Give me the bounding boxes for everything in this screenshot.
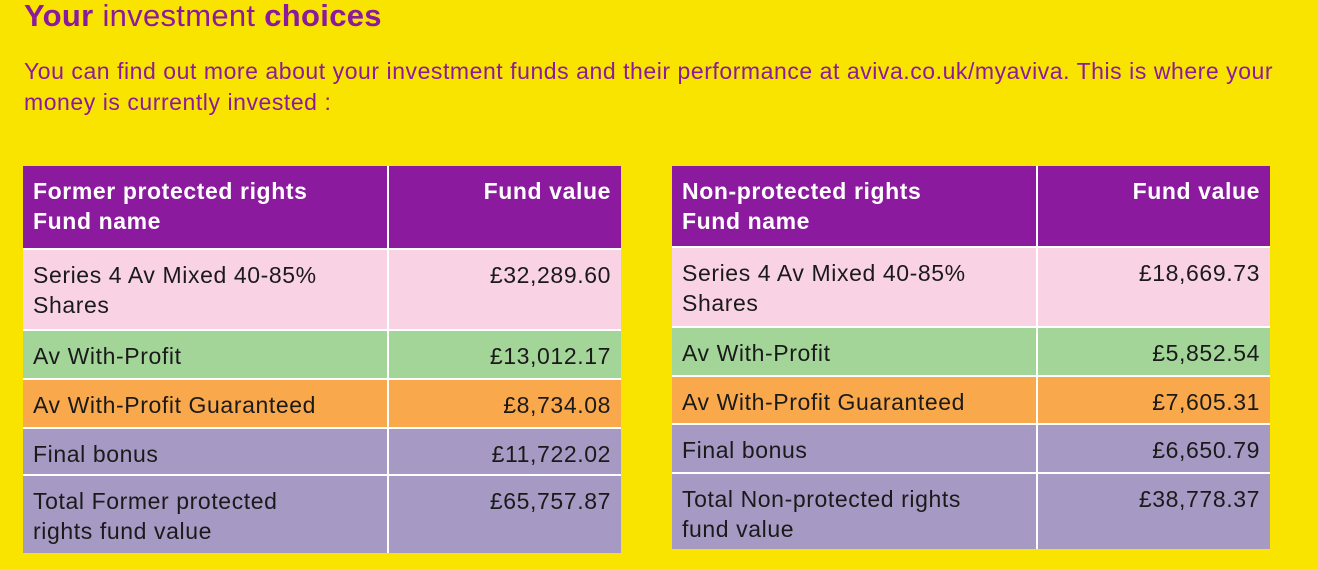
column-header: Non-protected rights Fund name [672,166,1036,246]
fund-name: Series 4 Av Mixed 40-85% Shares [23,250,387,329]
fund-name: Total Non-protected rights fund value [672,474,1036,549]
column-header: Fund value [1038,166,1270,246]
fund-name: Series 4 Av Mixed 40-85% Shares [672,248,1036,326]
title-part: choices [264,0,382,33]
intro: You can find out more about your investm… [24,58,1274,115]
title: Your investment choices [24,0,382,34]
fund-value: £7,605.31 [1038,377,1270,423]
fund-name: Av With-Profit Guaranteed [672,377,1036,423]
fund-value: £6,650.79 [1038,425,1270,472]
fund-name: Av With-Profit [672,328,1036,375]
fund-value: £18,669.73 [1038,248,1270,326]
fund-value: £13,012.17 [389,331,621,378]
fund-table: Former protected rights Fund name Fund va… [23,166,621,553]
fund-name: Av With-Profit [23,331,387,378]
fund-name: Total Former protected rights fund value [23,476,387,553]
fund-value: £11,722.02 [389,429,621,474]
column-header: Former protected rights Fund name [23,166,387,248]
fund-name: Av With-Profit Guaranteed [23,380,387,427]
fund-value: £8,734.08 [389,380,621,427]
title-part: investment [102,0,256,33]
fund-value: £38,778.37 [1038,474,1270,549]
fund-value: £5,852.54 [1038,328,1270,375]
fund-name: Final bonus [672,425,1036,472]
fund-table: Non-protected rights Fund name Fund value… [672,166,1270,549]
column-header: Fund value [389,166,621,248]
fund-name: Final bonus [23,429,387,474]
fund-value: £32,289.60 [389,250,621,329]
title-part: Your [24,0,94,33]
fund-value: £65,757.87 [389,476,621,553]
